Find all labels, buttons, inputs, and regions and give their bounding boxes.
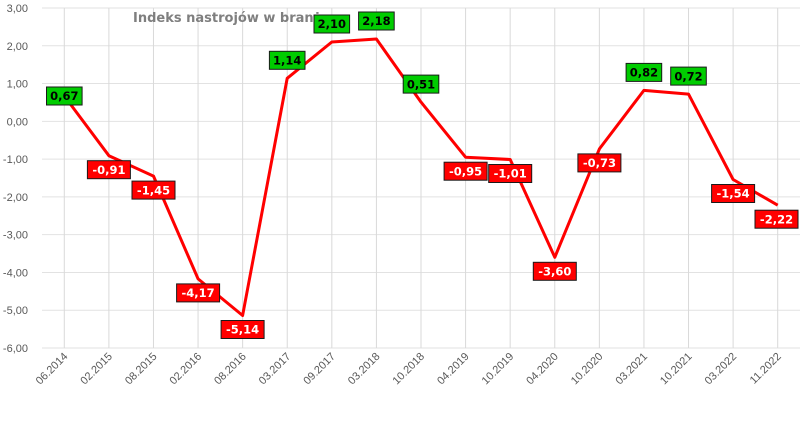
y-tick-label: 2,00 [7, 41, 28, 53]
y-tick-label: -2,00 [3, 192, 28, 204]
x-tick-label: 10.2018 [391, 351, 428, 388]
data-label: -1,45 [131, 180, 176, 200]
data-label: -5,14 [220, 320, 265, 339]
x-tick-label: 03.2021 [613, 351, 650, 388]
data-label-text: -1,54 [717, 187, 750, 201]
series-line [63, 37, 779, 317]
data-label: 1,14 [268, 50, 306, 70]
data-label: -1,54 [711, 184, 756, 203]
data-label-text: -0,91 [92, 163, 125, 177]
x-tick-label: 10.2021 [658, 351, 695, 388]
x-tick-label: 09.2017 [301, 351, 338, 388]
data-label: -3,60 [532, 261, 577, 281]
data-label: -0,95 [443, 161, 488, 181]
data-label: 0,82 [625, 62, 663, 82]
x-tick-label: 08.2015 [123, 351, 160, 388]
data-label-text: -4,17 [182, 286, 215, 300]
data-label-box [754, 209, 799, 229]
data-label-text: -1,45 [137, 183, 170, 197]
data-label-text: 1,14 [273, 54, 301, 68]
data-label-box [220, 320, 265, 339]
data-label-text: -0,95 [449, 164, 482, 178]
y-tick-label: 0,00 [7, 116, 28, 128]
data-label-text: 2,10 [318, 17, 346, 31]
data-label-text: 0,51 [407, 77, 435, 91]
data-label-box [176, 283, 221, 303]
data-label-text: -3,60 [538, 265, 571, 279]
data-label-text: -0,73 [583, 156, 616, 170]
data-label: 0,51 [402, 74, 440, 94]
data-label-text: 2,18 [362, 14, 390, 28]
data-label-box [625, 62, 663, 82]
data-label-box [46, 86, 83, 106]
x-tick-label: 04.2019 [435, 351, 472, 388]
data-label-text: 0,82 [630, 66, 658, 80]
x-tick-label: 06.2014 [34, 351, 71, 388]
data-label: -0,91 [86, 160, 131, 180]
x-tick-label: 10.2020 [569, 351, 606, 388]
y-tick-label: 1,00 [7, 79, 28, 91]
data-label-box [443, 161, 488, 181]
data-label-box [670, 66, 707, 86]
data-labels: 0,67 -0,91 -1,45 -4,17 -5,14 1,14 2,10 2,18 0,51… [46, 11, 799, 339]
y-tick-label: -5,00 [3, 305, 28, 317]
x-tick-label: 10.2019 [480, 351, 517, 388]
y-tick-label: -1,00 [3, 154, 28, 166]
data-label-box [532, 261, 577, 281]
data-label: 0,67 [46, 86, 83, 106]
data-label-text: -1,01 [494, 167, 527, 181]
data-label: 0,72 [670, 66, 707, 86]
x-tick-label: 02.2016 [168, 351, 205, 388]
data-label: -4,17 [176, 283, 221, 303]
data-label: -2,22 [754, 209, 799, 229]
y-tick-label: -4,00 [3, 267, 28, 279]
data-label: -1,01 [488, 164, 533, 183]
x-tick-label: 03.2022 [703, 351, 740, 388]
x-tick-label: 08.2016 [212, 351, 249, 388]
data-label: -0,73 [577, 153, 622, 173]
x-axis: 06.2014 02.2015 08.2015 02.2016 08.2016 03.20… [34, 351, 784, 388]
y-tick-label: 3,00 [7, 3, 28, 15]
data-label-box [268, 50, 306, 70]
x-tick-label: 11.2022 [748, 351, 784, 387]
x-tick-label: 03.2017 [257, 351, 294, 388]
data-label-text: -5,14 [226, 323, 259, 337]
chart-title: Indeks nastrojów w branży [133, 11, 330, 26]
data-label-text: 0,72 [674, 69, 702, 83]
data-label-box [131, 180, 176, 200]
data-label: 2,18 [358, 11, 395, 31]
x-tick-label: 04.2020 [524, 351, 561, 388]
data-label-box [577, 153, 622, 173]
data-label: 2,10 [313, 14, 351, 34]
data-label-text: 0,67 [50, 89, 78, 103]
x-tick-label: 02.2015 [78, 351, 115, 388]
data-label-box [711, 184, 756, 203]
data-label-box [313, 14, 351, 34]
data-label-box [488, 164, 533, 183]
data-label-box [402, 74, 440, 94]
data-label-box [86, 160, 131, 180]
x-tick-label: 03.2018 [346, 351, 383, 388]
y-tick-label: -3,00 [3, 230, 28, 242]
y-tick-label: -6,00 [3, 343, 28, 355]
data-label-box [358, 11, 395, 31]
data-label-text: -2,22 [760, 212, 793, 226]
y-axis: 3,00 2,00 1,00 0,00 -1,00 -2,00 -3,00 -4,00 -5,0… [3, 3, 28, 355]
